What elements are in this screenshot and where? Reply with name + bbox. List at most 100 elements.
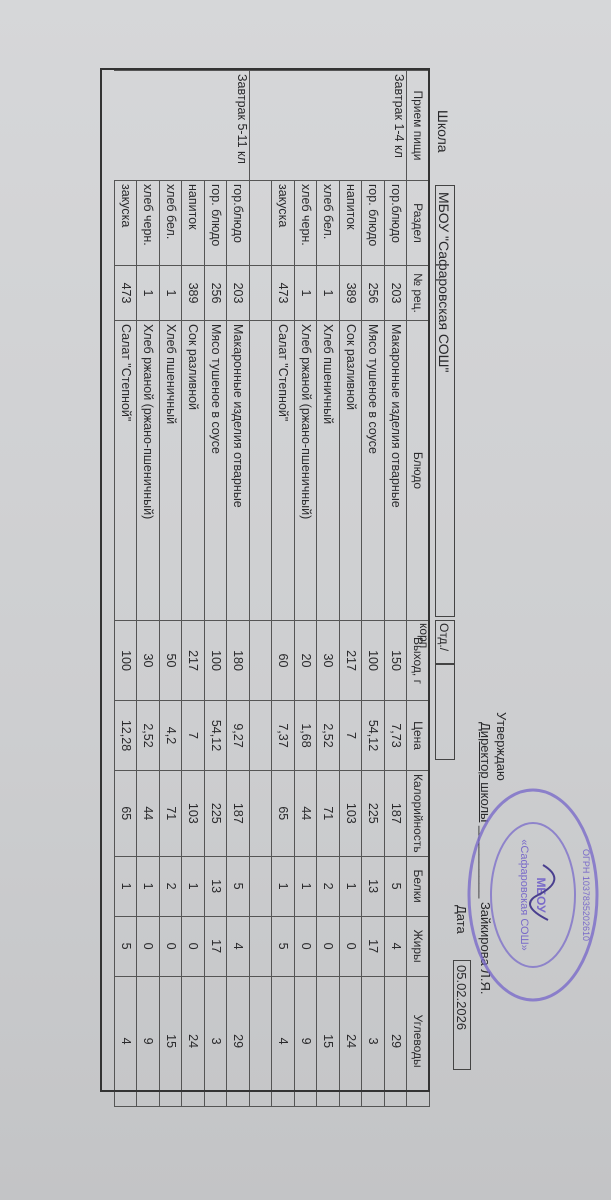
table-cell: 0 — [182, 916, 205, 977]
table-cell: хлеб черн. — [137, 180, 160, 266]
column-header: № рец. — [407, 265, 430, 321]
menu-table: Прием пищи Раздел № рец. Блюдо Выход, г Цена К… — [114, 70, 430, 1107]
table-cell: 65 — [272, 770, 295, 857]
table-cell: закуска — [114, 180, 137, 266]
table-cell: напиток — [339, 180, 362, 266]
table-cell: 187 — [227, 770, 250, 857]
table-cell: 4 — [272, 976, 295, 1107]
empty-cell — [249, 700, 272, 771]
column-header: Калорийность — [407, 770, 430, 857]
table-cell: 389 — [339, 265, 362, 321]
table-cell: 1 — [137, 265, 160, 321]
table-cell: хлеб черн. — [294, 180, 317, 266]
empty-cell — [249, 976, 272, 1107]
table-row: напиток 389 Сок разливной 217 7 103 1 0 24 — [182, 71, 205, 1107]
table-cell: 13 — [362, 856, 385, 917]
table-cell: 100 — [362, 620, 385, 701]
table-header-row: Прием пищи Раздел № рец. Блюдо Выход, г Цена К… — [407, 70, 430, 1107]
table-cell: 5 — [227, 856, 250, 917]
table-cell: гор. блюдо — [204, 180, 227, 266]
table-cell: Макаронные изделия отварные — [227, 320, 250, 621]
table-cell: 5 — [114, 916, 137, 977]
table-cell: 60 — [272, 620, 295, 701]
table-cell: гор. блюдо — [362, 180, 385, 266]
table-cell: гор.блюдо — [227, 180, 250, 266]
table-cell: гор.блюдо — [384, 180, 407, 266]
table-cell: 54,12 — [204, 700, 227, 771]
table-cell: 29 — [227, 976, 250, 1107]
table-row: Завтрак 5-11 кл гор.блюдо 203 Макаронные из… — [114, 70, 250, 1107]
table-cell: 7 — [182, 700, 205, 771]
dept-label: Отд./корп — [417, 620, 455, 664]
table-cell: 9 — [137, 976, 160, 1107]
table-cell: 150 — [384, 620, 407, 701]
column-header: Блюдо — [407, 320, 430, 621]
table-cell: 473 — [272, 265, 295, 321]
table-cell: 4 — [384, 916, 407, 977]
empty-cell — [249, 770, 272, 857]
table-cell: Мясо тушеное в соусе — [362, 320, 385, 621]
table-cell: 9 — [294, 976, 317, 1107]
table-cell: 4 — [227, 916, 250, 977]
table-cell: 1 — [182, 856, 205, 917]
table-cell: Хлеб пшеничный — [317, 320, 340, 621]
table-cell: Макаронные изделия отварные — [384, 320, 407, 621]
table-cell: 24 — [182, 976, 205, 1107]
table-cell: 203 — [384, 265, 407, 321]
table-cell: 100 — [114, 620, 137, 701]
school-label: Школа — [435, 110, 451, 153]
table-cell: Салат "Степной" — [114, 320, 137, 621]
table-cell: 100 — [204, 620, 227, 701]
table-row: хлеб черн. 1 Хлеб ржаной (ржано-пшеничный)… — [294, 71, 317, 1107]
table-cell: 0 — [137, 916, 160, 977]
table-cell: 3 — [362, 976, 385, 1107]
table-cell: 1 — [317, 265, 340, 321]
table-cell: 12,28 — [114, 700, 137, 771]
empty-cell — [249, 856, 272, 917]
table-cell: 30 — [137, 620, 160, 701]
table-cell: 29 — [384, 976, 407, 1107]
table-cell: 7,37 — [272, 700, 295, 771]
table-cell: 71 — [159, 770, 182, 857]
column-header: Жиры — [407, 916, 430, 977]
table-cell: 13 — [204, 856, 227, 917]
table-cell: 7,73 — [384, 700, 407, 771]
table-cell: 0 — [159, 916, 182, 977]
table-cell: 1 — [159, 265, 182, 321]
table-cell: 1 — [294, 265, 317, 321]
spacer-row — [249, 71, 272, 1107]
table-cell: 2 — [317, 856, 340, 917]
table-cell: 2,52 — [317, 700, 340, 771]
table-cell: 0 — [339, 916, 362, 977]
table-cell: 44 — [294, 770, 317, 857]
table-cell: 65 — [114, 770, 137, 857]
table-cell: 225 — [204, 770, 227, 857]
table-cell: 389 — [182, 265, 205, 321]
table-cell: 17 — [362, 916, 385, 977]
table-row: хлеб бел. 1 Хлеб пшеничный 50 4,2 71 2 0 15 — [159, 71, 182, 1107]
table-cell: 217 — [182, 620, 205, 701]
table-cell: напиток — [182, 180, 205, 266]
table-cell: 256 — [204, 265, 227, 321]
table-cell: 5 — [384, 856, 407, 917]
table-row: напиток 389 Сок разливной 217 7 103 1 0 24 — [339, 71, 362, 1107]
table-cell: 1,68 — [294, 700, 317, 771]
table-cell: 9,27 — [227, 700, 250, 771]
svg-text:МБОУ: МБОУ — [534, 877, 548, 913]
table-cell: 103 — [182, 770, 205, 857]
table-cell: 180 — [227, 620, 250, 701]
table-cell: 44 — [137, 770, 160, 857]
table-cell: 1 — [137, 856, 160, 917]
table-cell: 1 — [294, 856, 317, 917]
column-header: Выход, г — [407, 620, 430, 701]
table-cell: Хлеб ржаной (ржано-пшеничный) — [294, 320, 317, 621]
table-cell: 0 — [294, 916, 317, 977]
table-cell: 1 — [339, 856, 362, 917]
column-header: Раздел — [407, 180, 430, 266]
table-cell: Сок разливной — [182, 320, 205, 621]
column-header: Прием пищи — [407, 70, 430, 181]
column-header: Цена — [407, 700, 430, 771]
empty-cell — [249, 180, 272, 266]
empty-cell — [249, 916, 272, 977]
